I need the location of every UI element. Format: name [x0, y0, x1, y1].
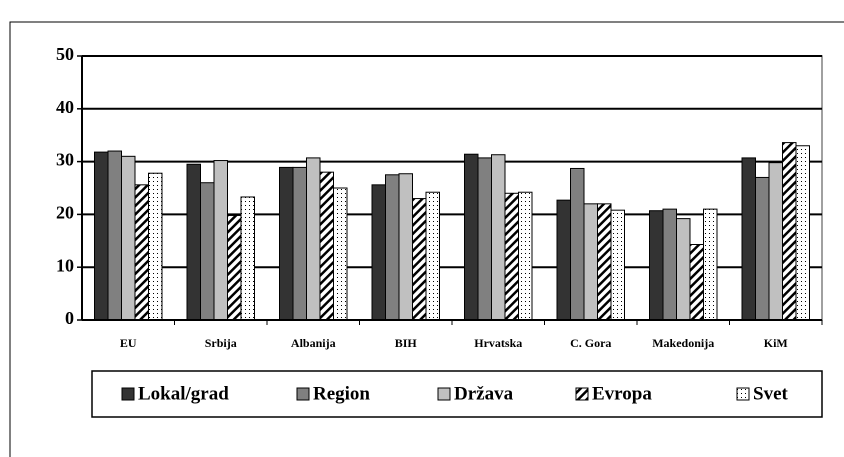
x-tick-label: Hrvatska: [474, 336, 522, 350]
x-tick-label: BIH: [395, 336, 418, 350]
bar: [583, 203, 598, 321]
bar: [319, 171, 334, 321]
bar: [477, 157, 492, 321]
legend-swatch: [437, 387, 451, 401]
bar: [597, 203, 612, 321]
legend-label: Region: [313, 383, 370, 404]
legend-swatch: [121, 387, 135, 401]
bar: [94, 151, 109, 321]
legend-swatch: [296, 387, 310, 401]
bar: [306, 157, 321, 321]
bar: [491, 154, 506, 321]
bar: [213, 160, 228, 321]
bar: [385, 174, 400, 321]
x-tick-label: Albanija: [291, 336, 336, 350]
bar: [279, 166, 294, 321]
legend-label: Lokal/grad: [138, 383, 229, 404]
bar: [649, 210, 664, 321]
bar: [504, 192, 519, 321]
y-tick-label: 0: [65, 308, 74, 328]
x-tick-label: C. Gora: [570, 336, 611, 350]
legend-label: Evropa: [592, 383, 652, 404]
bar: [610, 209, 625, 321]
bar: [148, 172, 163, 321]
bar: [782, 142, 797, 321]
bar: [689, 243, 704, 321]
bar: [464, 153, 479, 321]
x-tick-label: Makedonija: [652, 336, 714, 350]
bar: [703, 208, 718, 321]
bar: [795, 145, 810, 321]
bar: [662, 208, 677, 321]
bar: [107, 150, 122, 321]
bar: [768, 162, 783, 321]
bar: [556, 199, 571, 321]
y-tick-label: 50: [56, 44, 74, 64]
legend-swatch: [736, 387, 750, 401]
legend-swatch: [575, 387, 589, 401]
chart-frame: [9, 21, 844, 457]
legend-box: [91, 370, 823, 418]
bar: [186, 163, 201, 321]
bar: [292, 166, 307, 321]
bar: [371, 184, 386, 321]
bar: [333, 187, 348, 321]
bar: [570, 167, 585, 321]
legend-label: Svet: [753, 383, 789, 404]
bar: [200, 182, 215, 321]
bar: [398, 173, 413, 321]
y-tick-label: 20: [56, 203, 74, 223]
bar: [755, 176, 770, 321]
y-tick-label: 40: [56, 97, 74, 117]
bar: [412, 198, 427, 321]
bar: [227, 214, 242, 321]
x-tick-label: EU: [120, 336, 137, 350]
y-tick-label: 10: [56, 255, 74, 275]
bar: [741, 157, 756, 321]
bar: [240, 196, 255, 321]
bar: [425, 191, 440, 321]
y-tick-label: 30: [56, 150, 74, 170]
bar: [134, 184, 149, 321]
legend-label: Država: [454, 383, 514, 404]
x-tick-label: KiM: [764, 336, 788, 350]
bar: [518, 191, 533, 321]
bar: [121, 155, 136, 321]
bar: [676, 218, 691, 321]
x-tick-label: Srbija: [205, 336, 237, 350]
